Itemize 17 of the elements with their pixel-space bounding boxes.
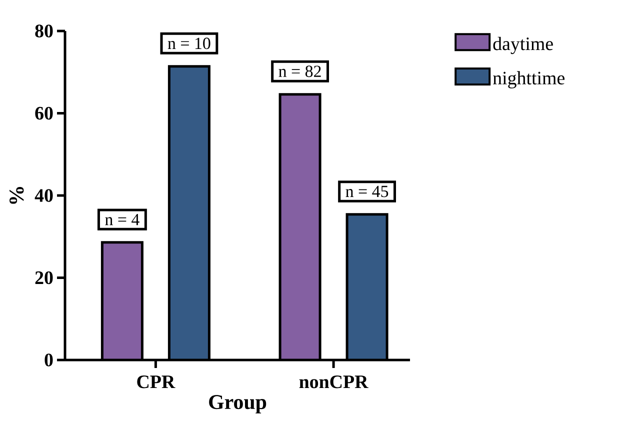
- annotation: n = 10: [168, 38, 210, 50]
- y-tick-label: 20: [35, 271, 53, 284]
- x-tick-label: CPR: [137, 376, 176, 388]
- legend-label: nighttime: [493, 71, 565, 88]
- y-tick-label: 60: [35, 106, 53, 120]
- y-axis-title: %: [10, 186, 24, 204]
- annotation: n = 82: [278, 66, 321, 78]
- bar: [102, 242, 142, 360]
- y-tick-label: 0: [44, 354, 53, 366]
- annotation: n = 4: [105, 214, 140, 226]
- x-tick-label: nonCPR: [299, 376, 368, 388]
- bar: [169, 66, 210, 360]
- y-tick-label: 80: [35, 24, 53, 38]
- x-axis-title: Group: [209, 395, 266, 414]
- annotation: n = 45: [346, 186, 388, 198]
- y-tick-label: 40: [34, 189, 53, 202]
- legend-label: daytime: [493, 36, 553, 54]
